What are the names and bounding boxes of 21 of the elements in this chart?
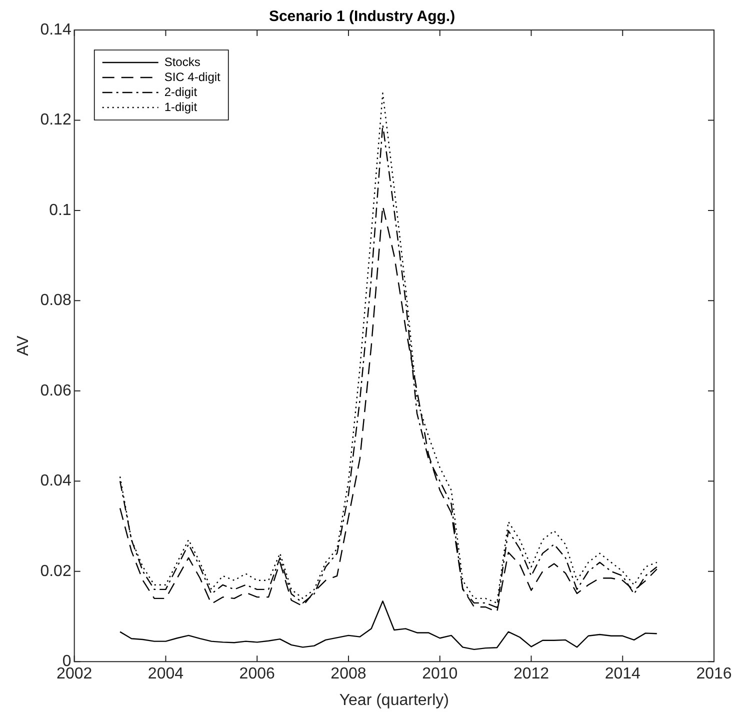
legend-label: Stocks: [164, 54, 200, 69]
legend-label: 2-digit: [164, 84, 198, 99]
x-axis-title: Year (quarterly): [339, 692, 450, 709]
y-tick-label: 0.14: [40, 21, 72, 38]
chart-title: Scenario 1 (Industry Agg.): [268, 8, 456, 26]
y-tick-label: 0.12: [40, 112, 72, 129]
legend-label: 1-digit: [164, 100, 198, 114]
y-tick-label: 0.04: [40, 472, 72, 490]
y-axis-title: AV: [15, 335, 32, 356]
x-tick-label: 2004: [148, 666, 184, 683]
x-tick-label: 2016: [696, 666, 732, 683]
x-tick-label: 2010: [422, 666, 458, 683]
x-tick-label: 2008: [330, 666, 366, 683]
y-tick-label: 0.06: [40, 382, 72, 400]
y-tick-label: 0.02: [40, 562, 72, 580]
x-tick-label: 2014: [604, 666, 641, 683]
legend-label: SIC 4-digit: [164, 70, 222, 84]
y-tick-label: 0.1: [49, 202, 72, 219]
x-tick-label: 2006: [239, 666, 275, 683]
x-tick-label: 2012: [513, 666, 550, 683]
y-tick-label: 0.08: [40, 292, 72, 310]
